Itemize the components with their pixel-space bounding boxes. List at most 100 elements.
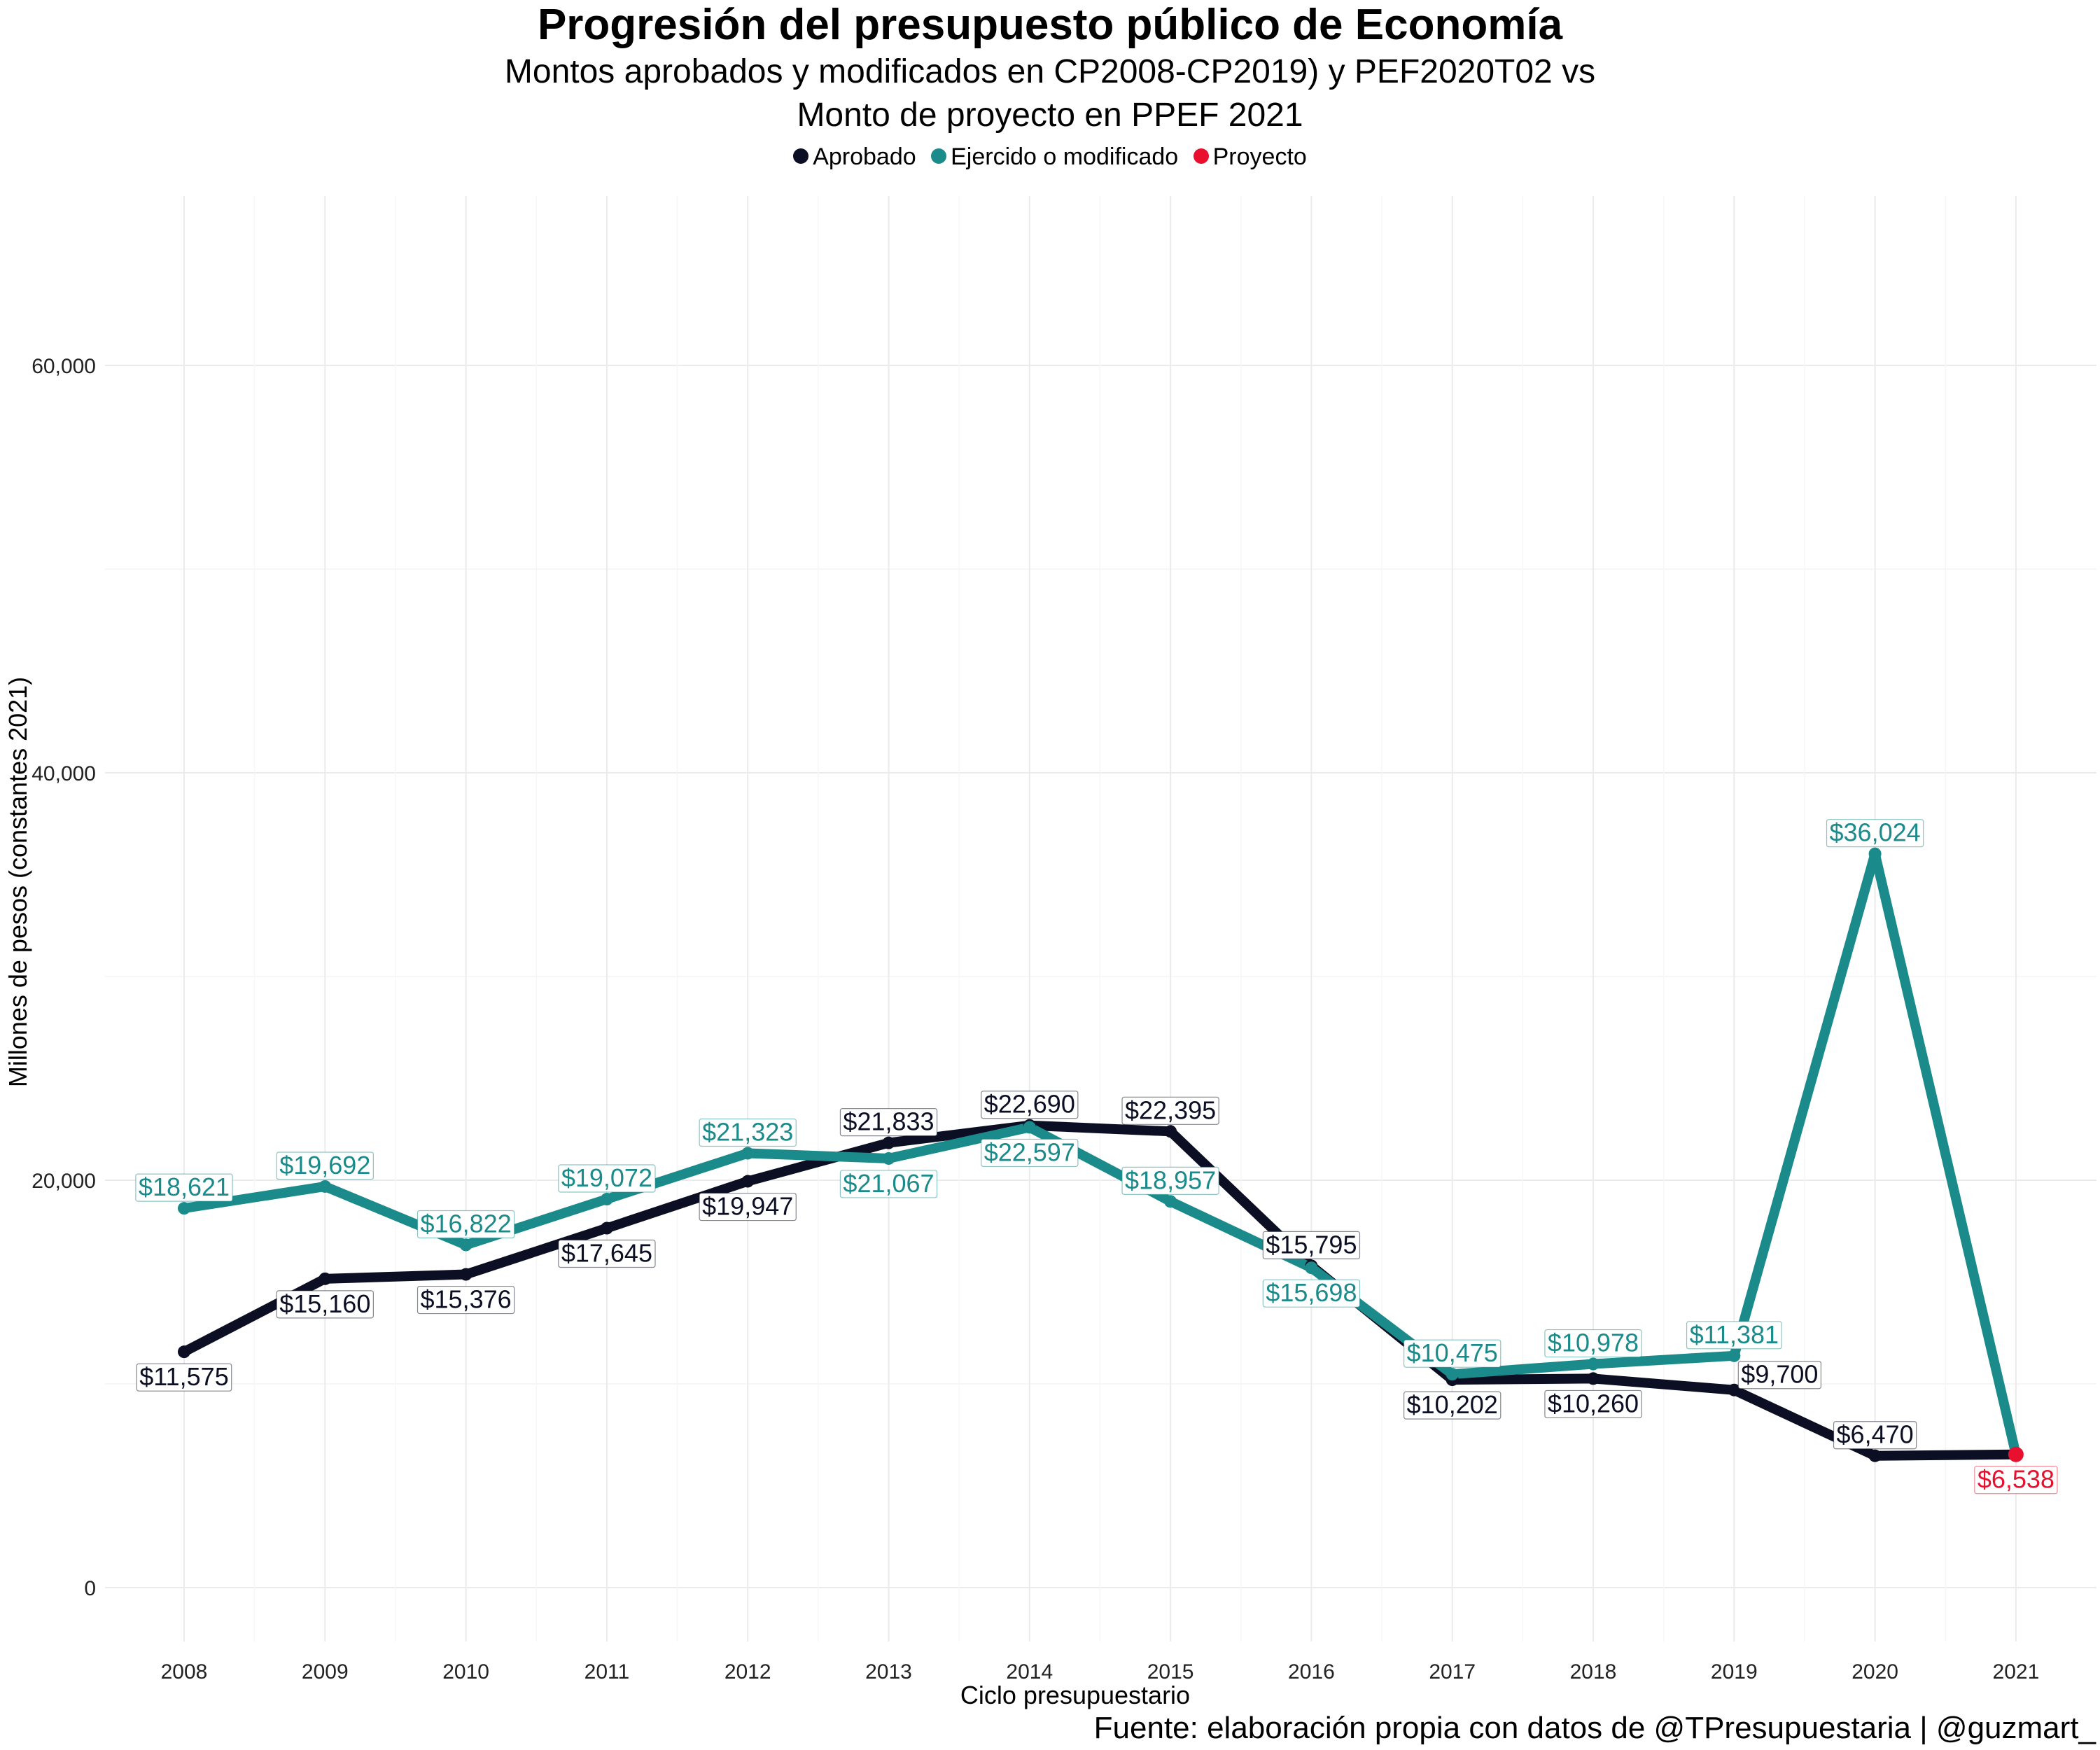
x-tick-label: 2010 <box>442 1660 489 1684</box>
data-label-ejercido: $15,698 <box>1262 1278 1361 1308</box>
data-label-box <box>558 1164 656 1193</box>
data-label-aprobado: $15,795 <box>1262 1230 1361 1259</box>
data-point-aprobado <box>882 1136 895 1149</box>
data-labels: $11,575 $15,160 $15,376 $17,645 $19,947 $21,8… <box>135 818 2058 1494</box>
data-label-aprobado: $9,700 <box>1737 1360 1822 1390</box>
x-tick-label: 2018 <box>1570 1660 1617 1684</box>
legend-label-proyecto: Proyecto <box>1212 144 1307 170</box>
legend-dot-proyecto <box>1193 148 1209 164</box>
data-point-ejercido <box>178 1202 190 1215</box>
data-label-box <box>276 1290 374 1319</box>
data-label-box <box>1404 1339 1502 1368</box>
data-point-ejercido <box>1305 1261 1318 1275</box>
data-label-box <box>1121 1166 1219 1195</box>
data-label-ejercido: $18,957 <box>1121 1166 1219 1195</box>
data-label-text: $19,947 <box>702 1192 793 1221</box>
data-label-ejercido: $19,692 <box>276 1151 374 1180</box>
legend-label-aprobado: Aprobado <box>813 144 916 170</box>
data-label-box <box>1404 1391 1502 1420</box>
data-label-ejercido: $21,067 <box>839 1169 938 1198</box>
legend-item-ejercido: Ejercido o modificado <box>931 141 1178 172</box>
data-label-box <box>981 1138 1079 1168</box>
data-label-text: $15,795 <box>1266 1230 1357 1259</box>
data-label-box <box>1737 1361 1822 1390</box>
data-point-ejercido <box>1164 1195 1177 1208</box>
data-point-ejercido <box>318 1180 332 1193</box>
data-label-aprobado: $21,833 <box>839 1107 938 1137</box>
data-label-box <box>416 1210 515 1239</box>
series-line-aprobado <box>179 1120 2021 1461</box>
data-label-aprobado: $22,690 <box>981 1090 1079 1119</box>
data-label-ejercido: $36,024 <box>1826 818 1924 848</box>
data-label-box <box>1826 819 1924 848</box>
data-point-ejercido <box>459 1238 472 1252</box>
data-label-aprobado: $15,376 <box>416 1285 515 1315</box>
data-label-text: $21,833 <box>843 1107 934 1136</box>
x-tick-label: 2011 <box>584 1660 630 1684</box>
y-tick-label: 60,000 <box>31 355 96 378</box>
data-label-proyecto: $6,538 <box>1974 1465 2058 1494</box>
data-point-ejercido <box>600 1193 613 1206</box>
data-point-ejercido <box>1587 1357 1600 1371</box>
data-label-box <box>136 1363 232 1392</box>
data-label-aprobado: $10,260 <box>1544 1389 1642 1419</box>
data-point-aprobado <box>1728 1383 1741 1396</box>
x-tick-label: 2021 <box>1993 1660 2040 1684</box>
x-tick-label: 2013 <box>865 1660 912 1684</box>
data-label-text: $21,323 <box>702 1118 793 1147</box>
data-label-aprobado: $17,645 <box>558 1239 656 1268</box>
data-label-box <box>839 1170 938 1198</box>
data-point-aprobado <box>459 1268 472 1281</box>
data-label-text: $22,597 <box>984 1138 1075 1166</box>
data-label-ejercido: $22,597 <box>981 1138 1079 1168</box>
grid <box>105 196 2096 1642</box>
data-point-aprobado <box>1868 1449 1882 1462</box>
data-label-aprobado: $22,395 <box>1121 1096 1219 1125</box>
data-point-ejercido <box>741 1147 755 1160</box>
data-label-box <box>699 1192 797 1222</box>
data-point-aprobado <box>600 1222 613 1235</box>
data-label-text: $21,067 <box>843 1169 934 1198</box>
data-label-text: $36,024 <box>1830 818 1921 847</box>
y-tick-label: 20,000 <box>31 1170 96 1193</box>
x-tick-label: 2014 <box>1006 1660 1053 1684</box>
data-label-text: $15,376 <box>421 1285 512 1314</box>
x-axis-title: Ciclo presupuestario <box>960 1681 1190 1709</box>
x-tick-label: 2019 <box>1711 1660 1758 1684</box>
data-label-ejercido: $11,381 <box>1686 1320 1782 1350</box>
x-tick-label: 2015 <box>1147 1660 1194 1684</box>
data-label-text: $10,260 <box>1548 1389 1639 1418</box>
legend: Aprobado Ejercido o modificado Proyecto <box>0 141 2100 172</box>
x-tick-label: 2016 <box>1288 1660 1335 1684</box>
y-axis-title: Millones de pesos (constantes 2021) <box>4 677 32 1087</box>
series-points <box>178 847 2024 1462</box>
data-point-aprobado <box>1164 1125 1177 1138</box>
data-label-box <box>1974 1466 2058 1494</box>
x-tick-label: 2009 <box>302 1660 349 1684</box>
y-tick-label: 0 <box>84 1577 96 1600</box>
data-point-ejercido <box>1446 1368 1459 1381</box>
data-label-aprobado: $15,160 <box>276 1289 374 1319</box>
data-label-text: $6,538 <box>1977 1465 2054 1494</box>
data-label-box <box>1121 1096 1219 1125</box>
legend-label-ejercido: Ejercido o modificado <box>951 144 1179 170</box>
data-label-aprobado: $11,575 <box>136 1362 232 1392</box>
data-label-aprobado: $6,470 <box>1833 1420 1917 1450</box>
data-label-box <box>1544 1329 1642 1358</box>
data-label-text: $18,621 <box>139 1172 230 1201</box>
data-label-box <box>1686 1321 1782 1350</box>
data-label-ejercido: $10,475 <box>1404 1338 1502 1368</box>
legend-item-proyecto: Proyecto <box>1193 141 1307 172</box>
data-label-aprobado: $19,947 <box>699 1192 797 1222</box>
data-point-aprobado <box>318 1272 332 1285</box>
data-point-ejercido <box>1728 1349 1741 1362</box>
data-point-ejercido <box>1023 1121 1036 1134</box>
data-label-box <box>276 1152 374 1180</box>
data-point-aprobado <box>178 1345 190 1359</box>
data-label-text: $22,690 <box>984 1090 1075 1119</box>
data-label-box <box>1833 1421 1917 1450</box>
chart-title: Progresión del presupuesto público de Ec… <box>537 1 1563 49</box>
data-label-text: $18,957 <box>1125 1166 1216 1194</box>
data-label-text: $22,395 <box>1125 1096 1216 1124</box>
